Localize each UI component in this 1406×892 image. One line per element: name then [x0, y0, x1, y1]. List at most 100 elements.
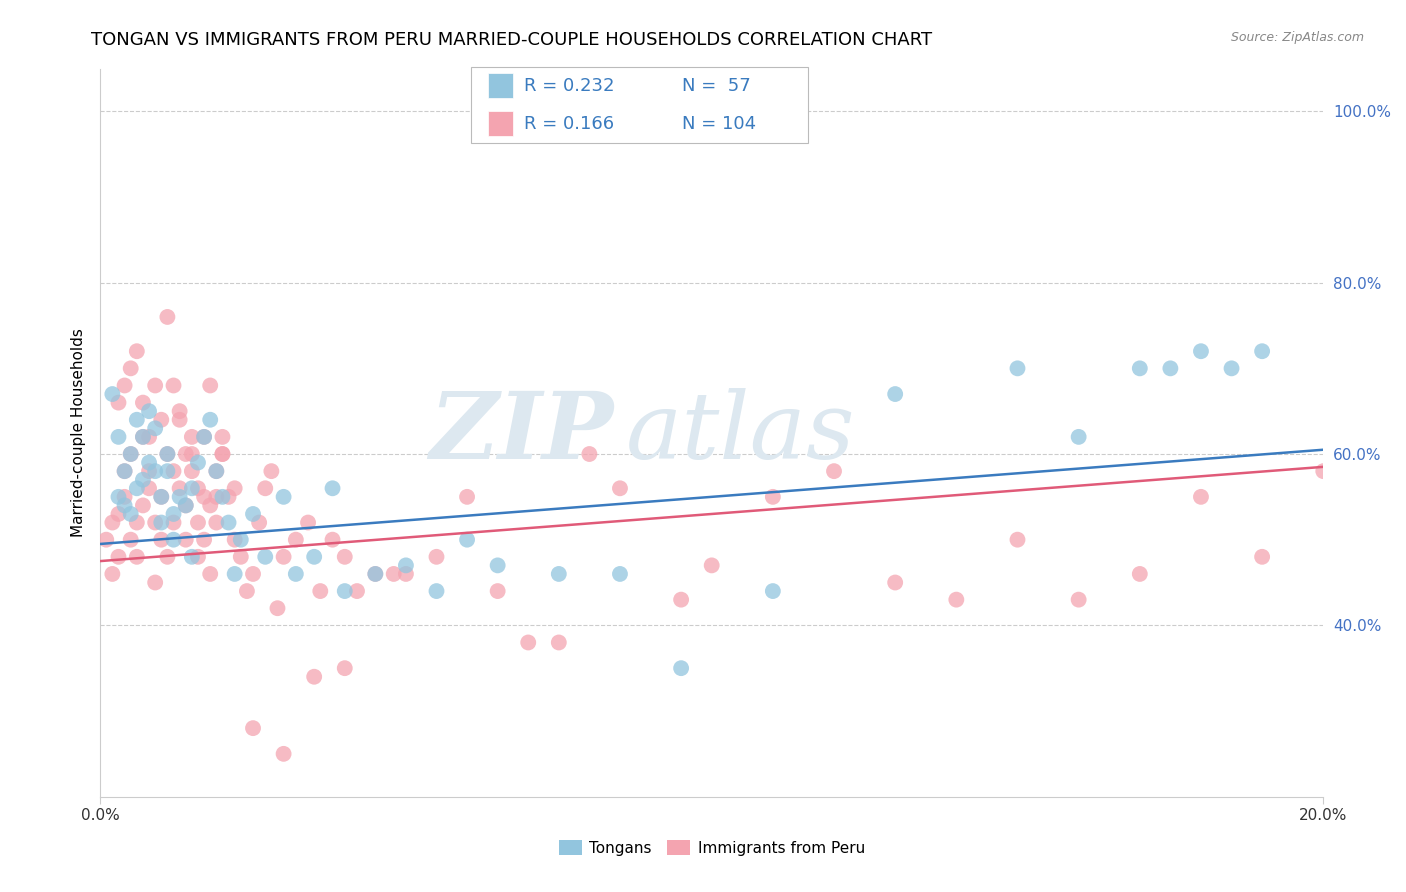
Immigrants from Peru [218, 490, 240, 504]
Immigrants from Peru [884, 575, 907, 590]
Tongans [224, 566, 246, 581]
Text: atlas: atlas [626, 388, 856, 477]
Immigrants from Peru [150, 413, 173, 427]
Tongans [229, 533, 252, 547]
Immigrants from Peru [125, 344, 148, 359]
Immigrants from Peru [187, 481, 209, 495]
Tongans [218, 516, 240, 530]
Immigrants from Peru [132, 499, 155, 513]
Tongans [456, 533, 478, 547]
Immigrants from Peru [945, 592, 967, 607]
Tongans [669, 661, 692, 675]
Immigrants from Peru [205, 490, 228, 504]
Tongans [486, 558, 509, 573]
Immigrants from Peru [120, 447, 142, 461]
Tongans [762, 584, 785, 599]
Immigrants from Peru [254, 481, 277, 495]
Tongans [150, 490, 173, 504]
Tongans [125, 481, 148, 495]
Immigrants from Peru [266, 601, 288, 615]
Text: N =  57: N = 57 [682, 77, 751, 95]
Immigrants from Peru [1007, 533, 1029, 547]
Immigrants from Peru [823, 464, 845, 478]
Immigrants from Peru [174, 533, 197, 547]
Tongans [156, 464, 179, 478]
Tongans [143, 464, 166, 478]
Tongans [107, 430, 129, 444]
Tongans [364, 566, 387, 581]
Immigrants from Peru [107, 395, 129, 409]
Immigrants from Peru [302, 670, 325, 684]
Immigrants from Peru [143, 575, 166, 590]
Text: R = 0.166: R = 0.166 [524, 115, 614, 133]
Tongans [200, 413, 222, 427]
Text: TONGAN VS IMMIGRANTS FROM PERU MARRIED-COUPLE HOUSEHOLDS CORRELATION CHART: TONGAN VS IMMIGRANTS FROM PERU MARRIED-C… [91, 31, 932, 49]
Immigrants from Peru [138, 481, 160, 495]
Immigrants from Peru [120, 533, 142, 547]
Immigrants from Peru [125, 549, 148, 564]
Immigrants from Peru [138, 430, 160, 444]
Tongans [1159, 361, 1181, 376]
Tongans [174, 499, 197, 513]
Tongans [193, 430, 215, 444]
Immigrants from Peru [169, 404, 191, 418]
Tongans [114, 464, 136, 478]
Tongans [101, 387, 124, 401]
Immigrants from Peru [114, 464, 136, 478]
Tongans [169, 490, 191, 504]
Tongans [132, 473, 155, 487]
Immigrants from Peru [132, 395, 155, 409]
Immigrants from Peru [273, 549, 295, 564]
Immigrants from Peru [273, 747, 295, 761]
Tongans [162, 507, 184, 521]
Tongans [1129, 361, 1152, 376]
Immigrants from Peru [200, 378, 222, 392]
Immigrants from Peru [609, 481, 631, 495]
Immigrants from Peru [260, 464, 283, 478]
Immigrants from Peru [382, 566, 405, 581]
Immigrants from Peru [180, 430, 202, 444]
Immigrants from Peru [174, 447, 197, 461]
Tongans [609, 566, 631, 581]
Text: R = 0.232: R = 0.232 [524, 77, 614, 95]
Immigrants from Peru [101, 566, 124, 581]
Tongans [138, 404, 160, 418]
Tongans [242, 507, 264, 521]
Immigrants from Peru [125, 516, 148, 530]
Immigrants from Peru [211, 430, 233, 444]
Immigrants from Peru [205, 464, 228, 478]
Immigrants from Peru [456, 490, 478, 504]
Tongans [125, 413, 148, 427]
Immigrants from Peru [200, 566, 222, 581]
Tongans [211, 490, 233, 504]
Immigrants from Peru [425, 549, 447, 564]
Immigrants from Peru [169, 413, 191, 427]
Immigrants from Peru [247, 516, 270, 530]
Immigrants from Peru [101, 516, 124, 530]
Immigrants from Peru [224, 533, 246, 547]
Immigrants from Peru [236, 584, 259, 599]
Tongans [187, 456, 209, 470]
Tongans [425, 584, 447, 599]
Tongans [333, 584, 356, 599]
Immigrants from Peru [107, 549, 129, 564]
Immigrants from Peru [156, 549, 179, 564]
Tongans [107, 490, 129, 504]
Tongans [395, 558, 418, 573]
Immigrants from Peru [322, 533, 344, 547]
Immigrants from Peru [242, 721, 264, 735]
Immigrants from Peru [486, 584, 509, 599]
Tongans [180, 481, 202, 495]
Tongans [138, 456, 160, 470]
Tongans [1189, 344, 1212, 359]
Tongans [322, 481, 344, 495]
Immigrants from Peru [187, 549, 209, 564]
Tongans [284, 566, 307, 581]
Immigrants from Peru [547, 635, 569, 649]
Immigrants from Peru [1251, 549, 1274, 564]
Immigrants from Peru [114, 490, 136, 504]
Immigrants from Peru [180, 464, 202, 478]
Immigrants from Peru [114, 378, 136, 392]
Immigrants from Peru [242, 566, 264, 581]
Immigrants from Peru [229, 549, 252, 564]
